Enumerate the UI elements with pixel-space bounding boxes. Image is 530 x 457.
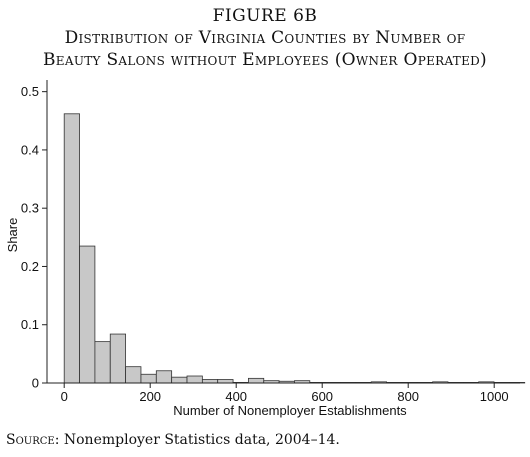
y-tick-label: 0.5 bbox=[21, 84, 39, 99]
histogram-bar bbox=[79, 245, 96, 384]
x-tick-label: 600 bbox=[311, 389, 333, 404]
figure-title-line-1: Distribution of Virginia Counties by Num… bbox=[64, 28, 466, 48]
chart-ticks: 0 200 400 600 800 1000 0 0.1 0.2 0.3 0.4 0.5 bbox=[21, 84, 509, 404]
source-text: Nonemployer Statistics data, 2004–14. bbox=[59, 432, 340, 448]
y-tick-label: 0.4 bbox=[21, 142, 39, 157]
histogram-bar bbox=[201, 379, 219, 384]
histogram-bar bbox=[94, 341, 111, 384]
histogram-bar bbox=[217, 379, 234, 384]
histogram-bar bbox=[63, 113, 80, 384]
y-tick-label: 0 bbox=[32, 376, 39, 391]
chart-axes bbox=[46, 80, 520, 384]
histogram-bar bbox=[109, 333, 127, 384]
x-axis-label: Number of Nonemployer Establishments bbox=[173, 403, 407, 418]
x-tick-label: 1000 bbox=[480, 389, 509, 404]
histogram-bar bbox=[171, 376, 188, 384]
source-lead: Source: bbox=[6, 432, 60, 448]
histogram-bar bbox=[186, 375, 203, 384]
x-tick-label: 0 bbox=[61, 389, 68, 404]
figure-label: FIGURE 6B bbox=[212, 6, 318, 26]
x-tick-label: 800 bbox=[397, 389, 419, 404]
y-axis-label: Share bbox=[5, 218, 20, 253]
histogram-bar bbox=[155, 370, 173, 384]
source-note: Source: Nonemployer Statistics data, 200… bbox=[6, 432, 340, 448]
histogram-bar bbox=[248, 377, 265, 384]
x-tick-label: 200 bbox=[139, 389, 161, 404]
figure-title-line-2: Beauty Salons without Employees (Owner O… bbox=[43, 50, 487, 70]
histogram-bars bbox=[63, 113, 526, 384]
histogram-bar bbox=[125, 366, 142, 384]
x-tick-label: 400 bbox=[225, 389, 247, 404]
y-tick-label: 0.2 bbox=[21, 259, 39, 274]
y-tick-label: 0.1 bbox=[21, 317, 39, 332]
histogram-bar bbox=[140, 373, 157, 384]
y-tick-label: 0.3 bbox=[21, 201, 39, 216]
